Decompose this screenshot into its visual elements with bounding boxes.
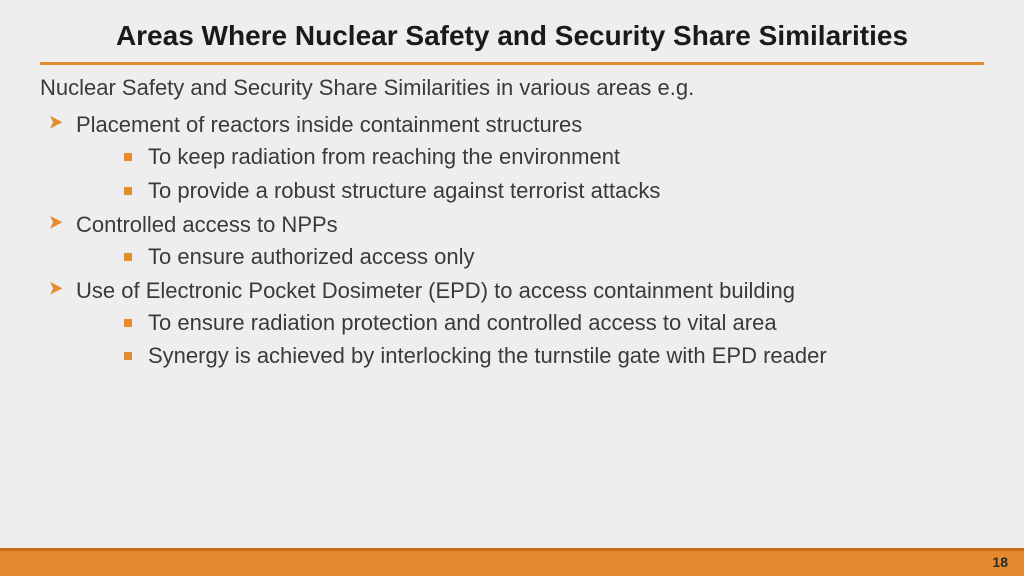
list-item: Controlled access to NPPs To ensure auth… [48,209,984,273]
list-item: Use of Electronic Pocket Dosimeter (EPD)… [48,275,984,373]
slide: Areas Where Nuclear Safety and Security … [0,0,1024,576]
page-number: 18 [992,554,1008,570]
list-item: To keep radiation from reaching the envi… [124,141,984,173]
list-item: To ensure authorized access only [124,241,984,273]
bullet-text: Placement of reactors inside containment… [76,112,582,137]
bullet-text: Synergy is achieved by interlocking the … [148,343,827,368]
list-item: Synergy is achieved by interlocking the … [124,340,984,372]
slide-title: Areas Where Nuclear Safety and Security … [40,20,984,62]
title-underline [40,62,984,65]
sub-list: To keep radiation from reaching the envi… [76,141,984,207]
intro-text: Nuclear Safety and Security Share Simila… [40,75,984,101]
list-item: To ensure radiation protection and contr… [124,307,984,339]
sub-list: To ensure radiation protection and contr… [76,307,984,373]
bullet-text: Controlled access to NPPs [76,212,338,237]
footer-bar [0,548,1024,576]
bullet-list: Placement of reactors inside containment… [40,109,984,372]
list-item: Placement of reactors inside containment… [48,109,984,207]
sub-list: To ensure authorized access only [76,241,984,273]
bullet-text: Use of Electronic Pocket Dosimeter (EPD)… [76,278,795,303]
bullet-text: To ensure authorized access only [148,244,475,269]
bullet-text: To provide a robust structure against te… [148,178,660,203]
list-item: To provide a robust structure against te… [124,175,984,207]
bullet-text: To ensure radiation protection and contr… [148,310,777,335]
bullet-text: To keep radiation from reaching the envi… [148,144,620,169]
